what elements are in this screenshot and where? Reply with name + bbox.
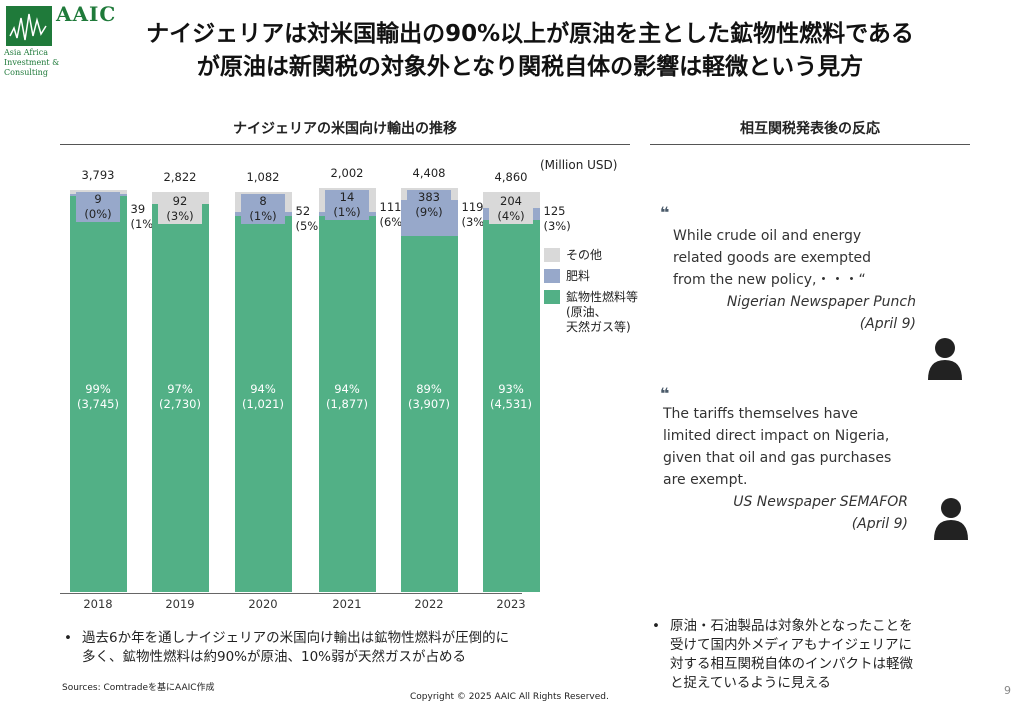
x-tick-label: 2018 (83, 597, 113, 611)
logo-subtitle: Asia Africa Investment & Consulting (4, 48, 60, 77)
bullet-icon: • (652, 618, 660, 634)
bar-total-label: 2,822 (163, 170, 197, 184)
legend-mineral-fuel-label: 鉱物性燃料等 (566, 290, 639, 304)
quote-line: limited direct impact on Nigeria, (663, 428, 890, 444)
bar-total-label: 2,002 (330, 166, 364, 180)
data-label-mineral-fuel: 94% (1,021) (235, 382, 291, 412)
quote-mark-icon: ❝ (660, 203, 670, 222)
quote-source-name: US Newspaper SEMAFOR (733, 494, 908, 510)
quote-text: While crude oil and energy related goods… (673, 225, 871, 291)
data-label-mineral-fuel: 93% (4,531) (483, 382, 539, 412)
data-label-fertilizer: 125 (3%) (543, 204, 571, 233)
legend-mineral-fuel-note: (原油、 (566, 305, 607, 319)
person-icon (934, 498, 968, 540)
quote-line: given that oil and gas purchases (663, 450, 892, 466)
chart-section-title: ナイジェリアの米国向け輸出の推移 (60, 118, 630, 145)
data-label-fertilizer: 383 (9%) (407, 190, 451, 220)
quote-text: The tariffs themselves have limited dire… (663, 403, 891, 491)
data-label-other: 52 (5%) (295, 204, 323, 233)
quote-date: (April 9) (851, 516, 908, 532)
data-label-other: 111 (6%) (379, 200, 407, 229)
quote-source: US Newspaper SEMAFOR (April 9) (630, 491, 908, 535)
x-tick-label: 2019 (165, 597, 195, 611)
reaction-section-title: 相互関税発表後の反応 (650, 118, 970, 145)
x-tick-label: 2022 (414, 597, 444, 611)
bar-total-label: 4,408 (412, 166, 446, 180)
data-label-fertilizer: 8 (1%) (241, 194, 285, 224)
copyright: Copyright © 2025 AAIC All Rights Reserve… (410, 692, 609, 702)
data-label-mineral-fuel: 89% (3,907) (401, 382, 457, 412)
sources-note: Sources: Comtradeを基にAAIC作成 (62, 683, 215, 693)
x-tick-label: 2023 (496, 597, 526, 611)
bar-total-label: 1,082 (246, 170, 280, 184)
logo-text: AAIC (56, 2, 117, 26)
data-label-other: 204 (4%) (489, 194, 533, 224)
x-axis-line (60, 593, 522, 594)
page-title: ナイジェリアは対米国輸出の90%以上が原油を主とした鉱物性燃料である が原油は新… (90, 18, 970, 84)
data-label-mineral-fuel: 99% (3,745) (70, 382, 126, 412)
legend-mineral-fuel: 鉱物性燃料等 (原油、 天然ガス等) (566, 290, 638, 335)
quote-line: related goods are exempted (673, 250, 872, 266)
bar-total-label: 4,860 (494, 170, 528, 184)
quote-mark-icon: ❝ (660, 384, 670, 403)
data-label-other: 92 (3%) (158, 194, 202, 224)
quote-line: from the new policy,・・・“ (673, 272, 866, 288)
x-tick-label: 2020 (248, 597, 278, 611)
title-line: ナイジェリアは対米国輸出の90%以上が原油を主とした鉱物性燃料である (146, 21, 914, 47)
data-label-fertilizer: 14 (1%) (325, 190, 369, 220)
bar-total-label: 3,793 (81, 168, 115, 182)
bullet-line: 過去6か年を通しナイジェリアの米国向け輸出は鉱物性燃料が圧倒的に (82, 630, 510, 646)
person-icon (928, 338, 962, 380)
bullet-icon: • (64, 630, 72, 646)
right-bullet-text: 原油・石油製品は対象外となったことを 受けて国内外メディアもナイジェリアに 対す… (670, 617, 913, 693)
quote-source-name: Nigerian Newspaper Punch (726, 294, 916, 310)
bullet-line: 対する相互関税自体のインパクトは軽微 (670, 656, 913, 672)
quote-line: The tariffs themselves have (663, 406, 858, 422)
legend-swatch-fertilizer (544, 269, 560, 283)
quote-date: (April 9) (859, 316, 916, 332)
logo-icon (6, 6, 52, 46)
left-bullet-text: 過去6か年を通しナイジェリアの米国向け輸出は鉱物性燃料が圧倒的に 多く、鉱物性燃… (82, 629, 509, 667)
data-label-other: 39 (1%) (130, 202, 158, 231)
quote-line: are exempt. (663, 472, 748, 488)
title-line: が原油は新関税の対象外となり関税自体の影響は軽微という見方 (196, 54, 864, 80)
bullet-line: 受けて国内外メディアもナイジェリアに (670, 637, 913, 653)
bullet-line: と捉えているように見える (670, 675, 831, 691)
legend-swatch-other (544, 248, 560, 262)
data-label-mineral-fuel: 97% (2,730) (152, 382, 208, 412)
x-tick-label: 2021 (332, 597, 362, 611)
legend-other: その他 (566, 248, 603, 262)
bullet-line: 多く、鉱物性燃料は約90%が原油、10%弱が天然ガスが占める (82, 649, 467, 665)
bar-mineral-fuel (400, 236, 458, 592)
data-label-other: 119 (3%) (461, 200, 489, 229)
legend-mineral-fuel-note: 天然ガス等) (566, 320, 631, 334)
bullet-line: 原油・石油製品は対象外となったことを (670, 618, 913, 634)
data-label-fertilizer: 9 (0%) (76, 192, 120, 222)
legend-fertilizer: 肥料 (566, 269, 591, 283)
chart-unit: (Million USD) (540, 158, 618, 172)
legend-swatch-mineral-fuel (544, 290, 560, 304)
page-number: 9 (1004, 684, 1011, 697)
quote-line: While crude oil and energy (673, 228, 862, 244)
quote-source: Nigerian Newspaper Punch (April 9) (640, 291, 916, 335)
data-label-mineral-fuel: 94% (1,877) (319, 382, 375, 412)
